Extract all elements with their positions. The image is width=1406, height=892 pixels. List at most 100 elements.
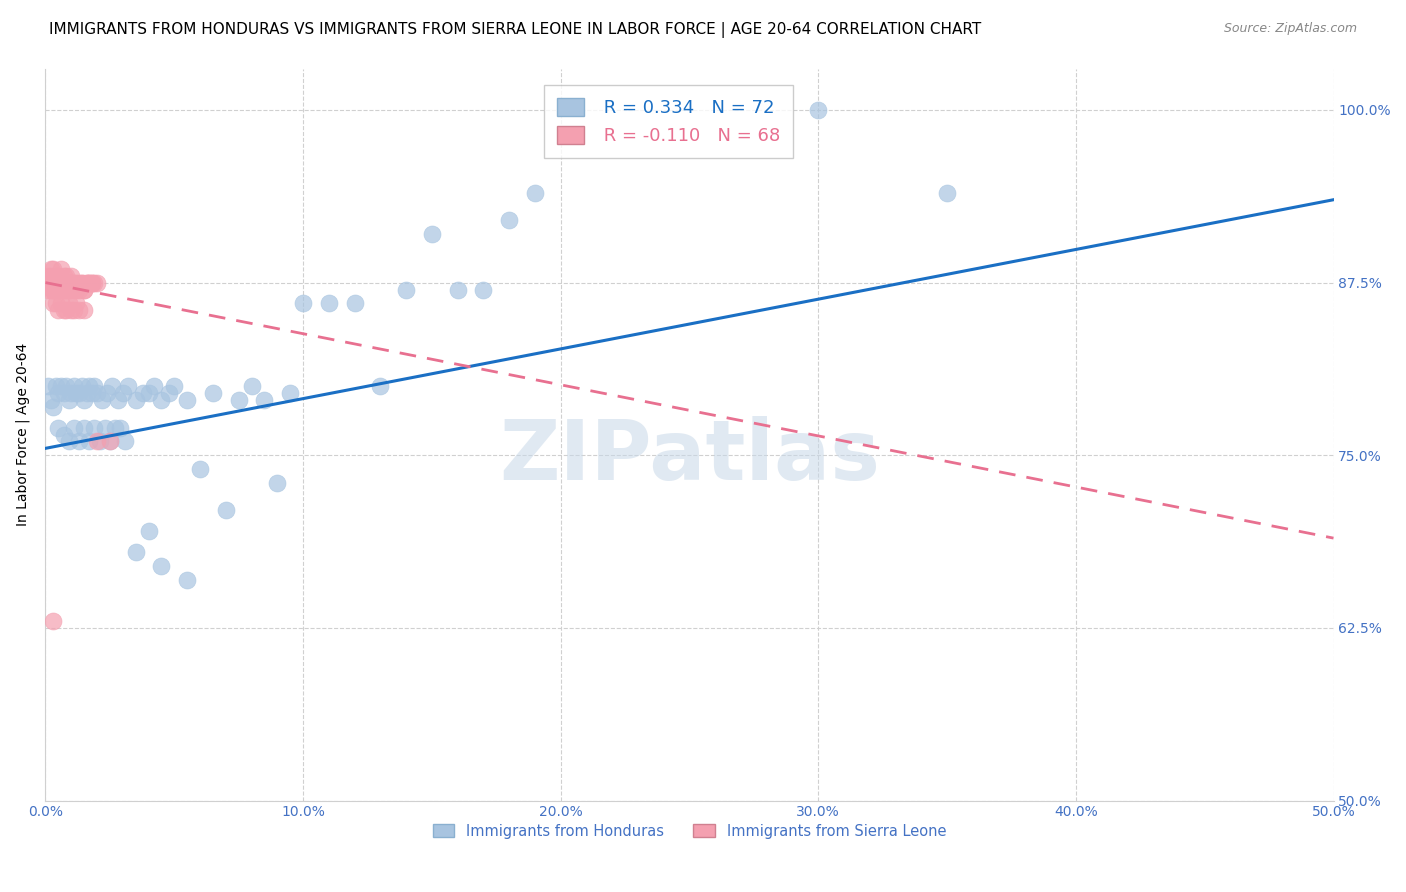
Point xyxy=(138,524,160,539)
Point xyxy=(124,545,146,559)
Point xyxy=(39,268,62,283)
Point xyxy=(70,276,93,290)
Point xyxy=(55,379,77,393)
Point xyxy=(73,303,96,318)
Point xyxy=(55,268,77,283)
Point xyxy=(52,276,75,290)
Point xyxy=(52,427,75,442)
Point xyxy=(67,303,90,318)
Point xyxy=(48,268,70,283)
Point xyxy=(48,276,70,290)
Point xyxy=(45,296,67,310)
Point xyxy=(60,276,83,290)
Point xyxy=(39,261,62,276)
Point xyxy=(45,276,67,290)
Point xyxy=(42,276,65,290)
Point xyxy=(104,420,127,434)
Point xyxy=(98,434,121,449)
Legend: Immigrants from Honduras, Immigrants from Sierra Leone: Immigrants from Honduras, Immigrants fro… xyxy=(427,818,952,845)
Point xyxy=(39,392,62,407)
Point xyxy=(58,276,80,290)
Point xyxy=(62,420,84,434)
Point xyxy=(77,379,100,393)
Point xyxy=(523,186,546,200)
Point xyxy=(73,283,96,297)
Point xyxy=(472,283,495,297)
Point xyxy=(45,268,67,283)
Point xyxy=(80,276,103,290)
Point xyxy=(49,276,72,290)
Point xyxy=(58,296,80,310)
Point xyxy=(49,276,72,290)
Point xyxy=(45,276,67,290)
Point xyxy=(55,303,77,318)
Point xyxy=(37,268,59,283)
Text: IMMIGRANTS FROM HONDURAS VS IMMIGRANTS FROM SIERRA LEONE IN LABOR FORCE | AGE 20: IMMIGRANTS FROM HONDURAS VS IMMIGRANTS F… xyxy=(49,22,981,38)
Point xyxy=(150,558,173,573)
Point xyxy=(215,503,238,517)
Point xyxy=(49,283,72,297)
Point xyxy=(111,386,134,401)
Point xyxy=(37,379,59,393)
Point xyxy=(93,420,115,434)
Point xyxy=(76,276,98,290)
Point xyxy=(108,420,131,434)
Point xyxy=(52,303,75,318)
Point xyxy=(42,283,65,297)
Point xyxy=(65,296,87,310)
Point xyxy=(107,392,129,407)
Point xyxy=(55,283,77,297)
Point xyxy=(176,392,198,407)
Point xyxy=(96,386,118,401)
Point xyxy=(77,276,100,290)
Point xyxy=(318,296,340,310)
Point xyxy=(76,386,98,401)
Point xyxy=(48,386,70,401)
Point xyxy=(45,379,67,393)
Point xyxy=(228,392,250,407)
Point xyxy=(65,283,87,297)
Point xyxy=(52,283,75,297)
Point xyxy=(86,434,108,449)
Point xyxy=(343,296,366,310)
Point xyxy=(157,386,180,401)
Point xyxy=(65,386,87,401)
Point xyxy=(266,475,288,490)
Point xyxy=(58,283,80,297)
Point xyxy=(89,434,111,449)
Point xyxy=(91,392,114,407)
Point xyxy=(188,462,211,476)
Point xyxy=(55,276,77,290)
Point xyxy=(73,392,96,407)
Point xyxy=(45,276,67,290)
Point xyxy=(83,276,105,290)
Point xyxy=(52,268,75,283)
Point xyxy=(67,386,90,401)
Point xyxy=(163,379,186,393)
Point xyxy=(62,379,84,393)
Point xyxy=(39,283,62,297)
Point xyxy=(83,379,105,393)
Point xyxy=(60,386,83,401)
Point xyxy=(49,261,72,276)
Point xyxy=(76,276,98,290)
Point xyxy=(807,103,830,117)
Point xyxy=(70,379,93,393)
Point xyxy=(42,614,65,628)
Point xyxy=(292,296,315,310)
Point xyxy=(498,213,520,227)
Point xyxy=(77,276,100,290)
Y-axis label: In Labor Force | Age 20-64: In Labor Force | Age 20-64 xyxy=(15,343,30,526)
Point xyxy=(58,434,80,449)
Point xyxy=(142,379,165,393)
Point xyxy=(370,379,392,393)
Point xyxy=(420,227,443,242)
Point xyxy=(936,186,959,200)
Point xyxy=(48,283,70,297)
Point xyxy=(49,379,72,393)
Text: Source: ZipAtlas.com: Source: ZipAtlas.com xyxy=(1223,22,1357,36)
Point xyxy=(60,276,83,290)
Point xyxy=(101,379,124,393)
Point xyxy=(253,392,276,407)
Point xyxy=(83,420,105,434)
